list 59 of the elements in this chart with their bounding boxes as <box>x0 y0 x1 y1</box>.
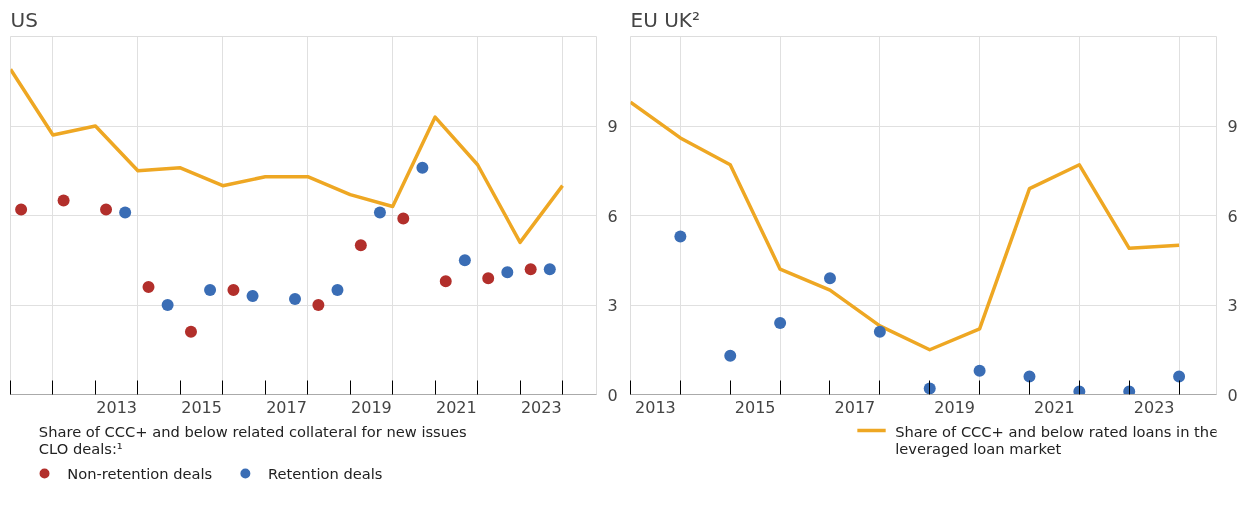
point <box>501 266 514 279</box>
legend-label: Non-retention deals <box>67 464 213 482</box>
point <box>312 299 325 311</box>
y-tick-label: 6 <box>607 206 618 226</box>
point <box>184 325 197 338</box>
y-tick-label: 0 <box>607 385 618 405</box>
point <box>823 272 836 285</box>
x-tick-label: 2015 <box>181 397 222 417</box>
point <box>289 293 302 306</box>
point <box>524 263 537 276</box>
line-series <box>630 100 1181 352</box>
point <box>204 284 217 297</box>
point <box>724 349 737 362</box>
point <box>15 203 28 216</box>
point <box>482 272 495 285</box>
y-tick-label: 3 <box>607 296 618 315</box>
point <box>416 161 429 174</box>
point <box>873 325 886 338</box>
point <box>246 290 259 303</box>
point <box>397 212 410 225</box>
point <box>100 203 113 216</box>
chart-title: US <box>10 7 38 32</box>
x-tick-label: 2015 <box>734 397 776 417</box>
y-tick-label: 9 <box>1227 117 1238 136</box>
line-series <box>10 67 565 245</box>
x-tick-label: 2023 <box>520 397 562 417</box>
x-tick-label: 2023 <box>1133 397 1175 417</box>
point <box>774 316 787 329</box>
point <box>973 364 986 377</box>
legend-title: Share of CCC+ and below related collateral for new issues CLO deals:¹ <box>38 422 467 457</box>
point <box>1173 370 1186 383</box>
point <box>331 284 344 297</box>
legend-label: Retention deals <box>268 464 383 482</box>
y-tick-label: 3 <box>1227 296 1238 315</box>
y-tick-label: 0 <box>1227 385 1238 405</box>
point <box>57 194 70 207</box>
x-tick-label: 2021 <box>1034 397 1075 417</box>
point <box>458 254 471 267</box>
y-tick-label: 9 <box>607 117 618 136</box>
point <box>161 299 174 311</box>
point <box>543 263 556 276</box>
point <box>1023 370 1036 383</box>
point <box>373 206 386 219</box>
point <box>119 206 132 219</box>
x-tick-label: 2021 <box>436 397 477 417</box>
point <box>674 230 687 243</box>
y-tick-label: 6 <box>1227 206 1238 226</box>
chart-title: EU UK² <box>630 7 700 32</box>
point <box>227 284 240 297</box>
point <box>439 275 452 288</box>
x-tick-label: 2019 <box>351 397 392 417</box>
point <box>354 239 367 252</box>
x-tick-label: 2017 <box>266 397 307 417</box>
x-tick-label: 2013 <box>635 397 676 417</box>
x-tick-label: 2019 <box>934 397 976 417</box>
x-tick-label: 2013 <box>96 397 138 417</box>
x-tick-label: 2017 <box>834 397 876 417</box>
point <box>142 281 155 294</box>
legend-label: Share of CCC+ and below rated loans in the leveraged loan market <box>895 422 1219 457</box>
